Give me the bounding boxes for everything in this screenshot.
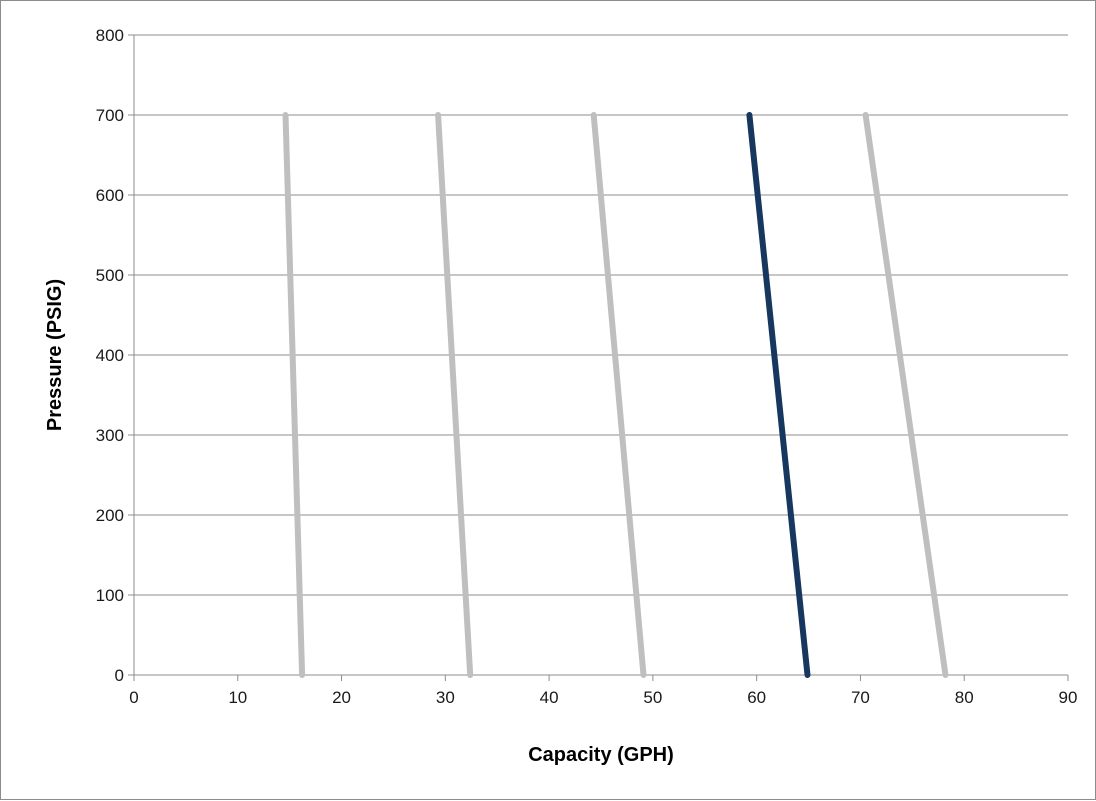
series-line-1 <box>282 112 306 678</box>
y-tick-label: 700 <box>96 106 124 125</box>
x-tick-label: 0 <box>129 688 138 707</box>
y-axis-title: Pressure (PSIG) <box>44 279 66 431</box>
x-tick-label: 20 <box>332 688 351 707</box>
x-tick-label: 60 <box>747 688 766 707</box>
y-tick-label: 600 <box>96 186 124 205</box>
y-tick-label: 0 <box>115 666 124 685</box>
x-axis-title: Capacity (GPH) <box>528 744 674 766</box>
axis-layer <box>133 35 1069 681</box>
y-tick-label: 200 <box>96 506 124 525</box>
series-layer <box>282 112 949 678</box>
y-tick-label: 800 <box>96 26 124 45</box>
x-tick-label: 70 <box>851 688 870 707</box>
series-line-5 <box>862 112 949 678</box>
series-line-2 <box>435 112 474 678</box>
label-layer: 0 100 200 300 400 500 600 700 800 0 10 20 30 40 50 60 70… <box>96 26 1078 707</box>
x-tick-label: 40 <box>540 688 559 707</box>
x-tick-label: 50 <box>643 688 662 707</box>
x-tick-label: 10 <box>228 688 247 707</box>
y-tick-label: 500 <box>96 266 124 285</box>
x-tick-label: 90 <box>1059 688 1078 707</box>
y-tick-label: 400 <box>96 346 124 365</box>
x-tick-label: 80 <box>955 688 974 707</box>
y-tick-label: 100 <box>96 586 124 605</box>
y-tick-label: 300 <box>96 426 124 445</box>
series-line-4 <box>746 112 811 678</box>
x-tick-label: 30 <box>436 688 455 707</box>
series-line-3 <box>590 112 647 678</box>
